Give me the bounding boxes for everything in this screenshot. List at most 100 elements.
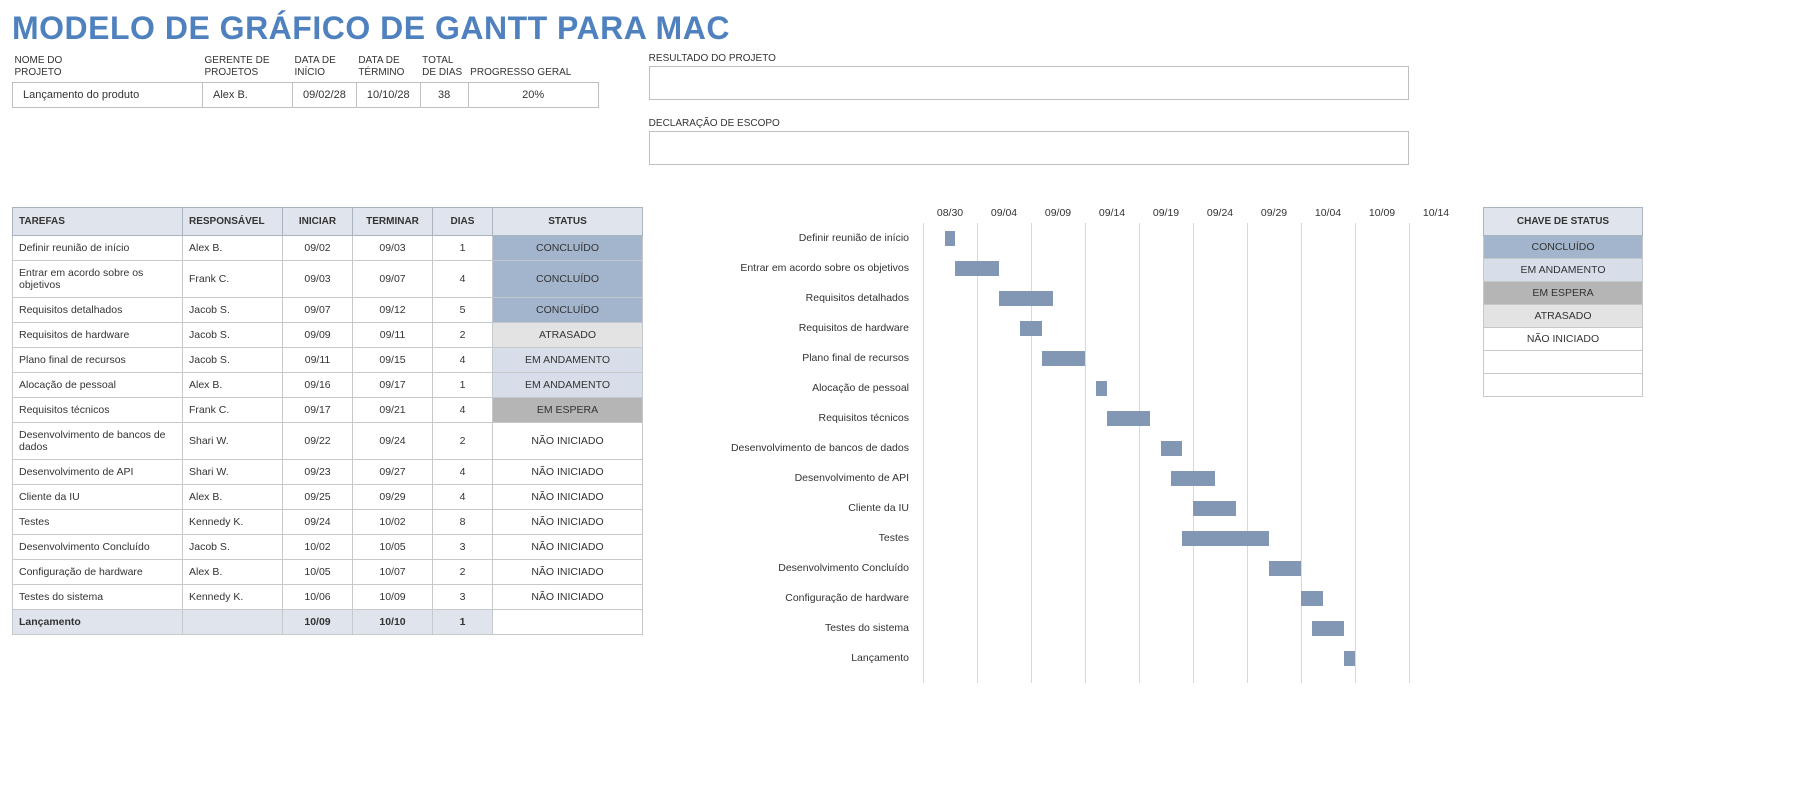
task-status[interactable]: NÃO INICIADO	[493, 510, 643, 535]
task-status[interactable]	[493, 610, 643, 635]
task-status[interactable]: NÃO INICIADO	[493, 585, 643, 610]
meta-startdate[interactable]: 09/02/28	[293, 83, 357, 108]
task-end[interactable]: 09/11	[353, 323, 433, 348]
gantt-bar[interactable]	[1107, 411, 1150, 426]
task-end[interactable]: 09/15	[353, 348, 433, 373]
task-end[interactable]: 09/03	[353, 236, 433, 261]
gantt-bar[interactable]	[1042, 351, 1085, 366]
table-row[interactable]: Alocação de pessoalAlex B.09/1609/171EM …	[13, 373, 643, 398]
task-name[interactable]: Testes	[13, 510, 183, 535]
task-start[interactable]: 10/02	[283, 535, 353, 560]
task-days[interactable]: 1	[433, 373, 493, 398]
task-status[interactable]: ATRASADO	[493, 323, 643, 348]
task-end[interactable]: 10/07	[353, 560, 433, 585]
task-owner[interactable]: Jacob S.	[183, 298, 283, 323]
task-owner[interactable]: Jacob S.	[183, 323, 283, 348]
task-start[interactable]: 09/09	[283, 323, 353, 348]
task-start[interactable]: 10/06	[283, 585, 353, 610]
task-start[interactable]: 09/02	[283, 236, 353, 261]
task-status[interactable]: NÃO INICIADO	[493, 560, 643, 585]
table-row[interactable]: TestesKennedy K.09/2410/028NÃO INICIADO	[13, 510, 643, 535]
task-days[interactable]: 2	[433, 423, 493, 460]
task-status[interactable]: EM ANDAMENTO	[493, 348, 643, 373]
task-end[interactable]: 09/21	[353, 398, 433, 423]
task-name[interactable]: Plano final de recursos	[13, 348, 183, 373]
gantt-bar[interactable]	[1182, 531, 1268, 546]
result-input[interactable]	[649, 66, 1409, 100]
task-name[interactable]: Entrar em acordo sobre os objetivos	[13, 261, 183, 298]
task-start[interactable]: 09/11	[283, 348, 353, 373]
table-row[interactable]: Lançamento10/0910/101	[13, 610, 643, 635]
task-name[interactable]: Definir reunião de início	[13, 236, 183, 261]
task-start[interactable]: 09/22	[283, 423, 353, 460]
task-end[interactable]: 09/27	[353, 460, 433, 485]
gantt-bar[interactable]	[1312, 621, 1344, 636]
task-status[interactable]: NÃO INICIADO	[493, 460, 643, 485]
task-end[interactable]: 09/29	[353, 485, 433, 510]
task-status[interactable]: NÃO INICIADO	[493, 535, 643, 560]
gantt-bar[interactable]	[1096, 381, 1107, 396]
task-days[interactable]: 5	[433, 298, 493, 323]
task-status[interactable]: NÃO INICIADO	[493, 485, 643, 510]
task-status[interactable]: EM ANDAMENTO	[493, 373, 643, 398]
task-days[interactable]: 4	[433, 485, 493, 510]
task-start[interactable]: 09/16	[283, 373, 353, 398]
task-days[interactable]: 2	[433, 323, 493, 348]
task-owner[interactable]: Alex B.	[183, 236, 283, 261]
task-end[interactable]: 09/12	[353, 298, 433, 323]
task-owner[interactable]: Frank C.	[183, 398, 283, 423]
task-days[interactable]: 4	[433, 460, 493, 485]
table-row[interactable]: Desenvolvimento de bancos de dadosShari …	[13, 423, 643, 460]
task-end[interactable]: 09/07	[353, 261, 433, 298]
task-status[interactable]: NÃO INICIADO	[493, 423, 643, 460]
scope-input[interactable]	[649, 131, 1409, 165]
table-row[interactable]: Testes do sistemaKennedy K.10/0610/093NÃ…	[13, 585, 643, 610]
task-end[interactable]: 10/10	[353, 610, 433, 635]
meta-totaldays[interactable]: 38	[420, 83, 468, 108]
task-days[interactable]: 8	[433, 510, 493, 535]
task-name[interactable]: Desenvolvimento de API	[13, 460, 183, 485]
table-row[interactable]: Entrar em acordo sobre os objetivosFrank…	[13, 261, 643, 298]
table-row[interactable]: Plano final de recursosJacob S.09/1109/1…	[13, 348, 643, 373]
table-row[interactable]: Definir reunião de inícioAlex B.09/0209/…	[13, 236, 643, 261]
table-row[interactable]: Cliente da IUAlex B.09/2509/294NÃO INICI…	[13, 485, 643, 510]
task-days[interactable]: 1	[433, 610, 493, 635]
table-row[interactable]: Configuração de hardwareAlex B.10/0510/0…	[13, 560, 643, 585]
task-days[interactable]: 3	[433, 535, 493, 560]
gantt-bar[interactable]	[1193, 501, 1236, 516]
table-row[interactable]: Requisitos detalhadosJacob S.09/0709/125…	[13, 298, 643, 323]
table-row[interactable]: Desenvolvimento ConcluídoJacob S.10/0210…	[13, 535, 643, 560]
task-start[interactable]: 09/23	[283, 460, 353, 485]
task-owner[interactable]: Frank C.	[183, 261, 283, 298]
task-start[interactable]: 09/24	[283, 510, 353, 535]
task-name[interactable]: Alocação de pessoal	[13, 373, 183, 398]
gantt-bar[interactable]	[1020, 321, 1042, 336]
gantt-bar[interactable]	[1344, 651, 1355, 666]
task-days[interactable]: 4	[433, 348, 493, 373]
task-start[interactable]: 10/05	[283, 560, 353, 585]
meta-manager[interactable]: Alex B.	[203, 83, 293, 108]
task-start[interactable]: 09/07	[283, 298, 353, 323]
task-owner[interactable]: Shari W.	[183, 460, 283, 485]
meta-enddate[interactable]: 10/10/28	[356, 83, 420, 108]
task-name[interactable]: Requisitos detalhados	[13, 298, 183, 323]
task-start[interactable]: 09/03	[283, 261, 353, 298]
task-days[interactable]: 2	[433, 560, 493, 585]
meta-progress[interactable]: 20%	[468, 83, 598, 108]
task-owner[interactable]: Alex B.	[183, 485, 283, 510]
task-end[interactable]: 09/17	[353, 373, 433, 398]
table-row[interactable]: Requisitos de hardwareJacob S.09/0909/11…	[13, 323, 643, 348]
meta-projectname[interactable]: Lançamento do produto	[13, 83, 203, 108]
gantt-bar[interactable]	[1269, 561, 1301, 576]
task-end[interactable]: 10/09	[353, 585, 433, 610]
table-row[interactable]: Requisitos técnicosFrank C.09/1709/214EM…	[13, 398, 643, 423]
task-name[interactable]: Desenvolvimento de bancos de dados	[13, 423, 183, 460]
table-row[interactable]: Desenvolvimento de APIShari W.09/2309/27…	[13, 460, 643, 485]
task-owner[interactable]: Kennedy K.	[183, 585, 283, 610]
task-name[interactable]: Lançamento	[13, 610, 183, 635]
task-owner[interactable]: Kennedy K.	[183, 510, 283, 535]
task-owner[interactable]: Alex B.	[183, 373, 283, 398]
task-status[interactable]: EM ESPERA	[493, 398, 643, 423]
task-status[interactable]: CONCLUÍDO	[493, 236, 643, 261]
task-name[interactable]: Desenvolvimento Concluído	[13, 535, 183, 560]
